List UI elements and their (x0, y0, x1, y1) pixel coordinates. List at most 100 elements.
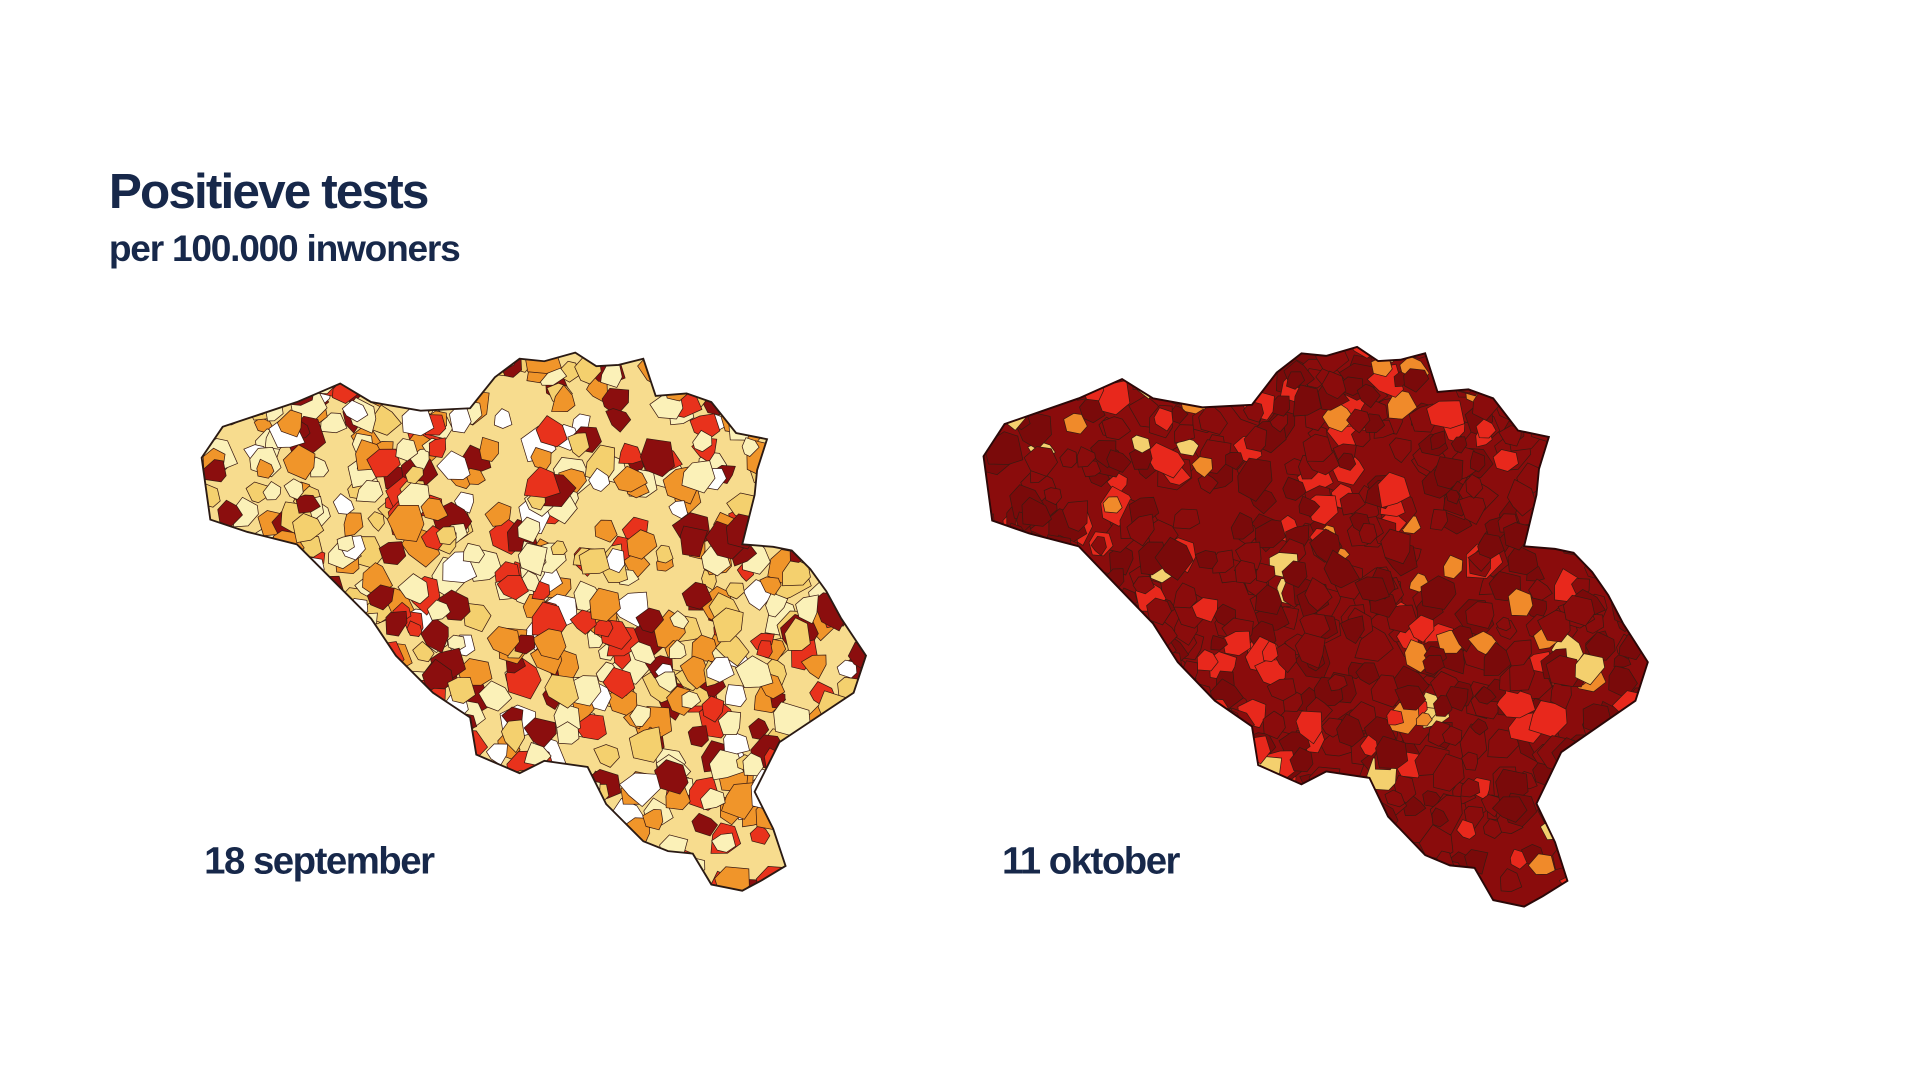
region (1637, 346, 1648, 360)
region (628, 726, 663, 763)
region (815, 543, 839, 566)
region (808, 486, 847, 523)
region (1170, 810, 1191, 832)
region (1174, 807, 1199, 830)
region (1001, 720, 1021, 742)
region (292, 512, 325, 544)
region (673, 378, 691, 396)
region (782, 385, 817, 419)
region (783, 847, 803, 866)
region (1508, 351, 1528, 372)
region (253, 352, 281, 369)
region (835, 829, 859, 851)
region (311, 575, 345, 601)
region (861, 353, 866, 374)
region (419, 751, 438, 768)
region (833, 759, 862, 784)
region (288, 588, 318, 626)
region (221, 539, 254, 565)
region (423, 358, 458, 393)
region (1063, 346, 1084, 361)
region (983, 579, 997, 597)
region (1038, 554, 1063, 576)
region (1624, 783, 1648, 822)
region (1641, 867, 1648, 892)
region (699, 885, 724, 891)
region (829, 793, 859, 819)
region (1559, 346, 1585, 367)
region (1328, 810, 1361, 838)
region (1020, 553, 1050, 581)
region (424, 777, 452, 805)
region (389, 732, 413, 760)
region (257, 690, 296, 730)
region (373, 365, 395, 388)
region (1319, 779, 1348, 803)
region (1563, 481, 1603, 510)
region (1584, 369, 1621, 404)
region (1585, 631, 1616, 661)
region (332, 654, 364, 693)
region (666, 352, 696, 377)
region (1102, 616, 1126, 645)
region (216, 380, 240, 402)
region (847, 587, 866, 620)
region (841, 711, 863, 731)
region (723, 729, 751, 758)
region (730, 352, 752, 360)
region (1081, 757, 1109, 780)
region (215, 786, 246, 811)
region (777, 451, 809, 481)
region (1052, 681, 1079, 712)
subtitle: per 100.000 inwoners (109, 227, 460, 269)
region (735, 655, 774, 688)
region (853, 820, 866, 843)
region (277, 798, 307, 826)
region (997, 819, 1019, 841)
region (1039, 621, 1065, 647)
region (1135, 756, 1167, 785)
region (983, 367, 1007, 392)
region (217, 887, 240, 891)
region (387, 741, 425, 777)
region (1008, 818, 1027, 836)
region (1154, 536, 1194, 581)
region (500, 719, 526, 754)
region (322, 723, 350, 752)
region (257, 726, 279, 746)
region (849, 500, 866, 524)
region (825, 770, 859, 802)
region (1613, 495, 1645, 532)
region (1237, 457, 1273, 502)
region (1554, 402, 1593, 438)
region (765, 525, 787, 545)
region (276, 720, 298, 745)
region (852, 866, 866, 882)
region (337, 692, 378, 728)
region (1266, 832, 1285, 851)
region (436, 450, 471, 480)
region (792, 445, 812, 465)
region (1236, 349, 1261, 373)
region (850, 361, 866, 392)
region (231, 666, 273, 708)
region (312, 659, 335, 681)
region (255, 568, 288, 608)
region (1071, 563, 1097, 595)
region (289, 707, 324, 746)
region (1353, 868, 1387, 903)
region (201, 382, 219, 411)
region (543, 805, 572, 834)
region (821, 866, 841, 888)
region (744, 371, 785, 408)
region (343, 359, 364, 378)
region (1041, 699, 1075, 736)
region (1152, 346, 1187, 373)
region (261, 699, 293, 727)
region (451, 846, 471, 864)
region (1618, 823, 1639, 843)
region (1346, 408, 1371, 434)
region (1620, 434, 1648, 470)
region (709, 749, 744, 781)
region (393, 726, 410, 744)
